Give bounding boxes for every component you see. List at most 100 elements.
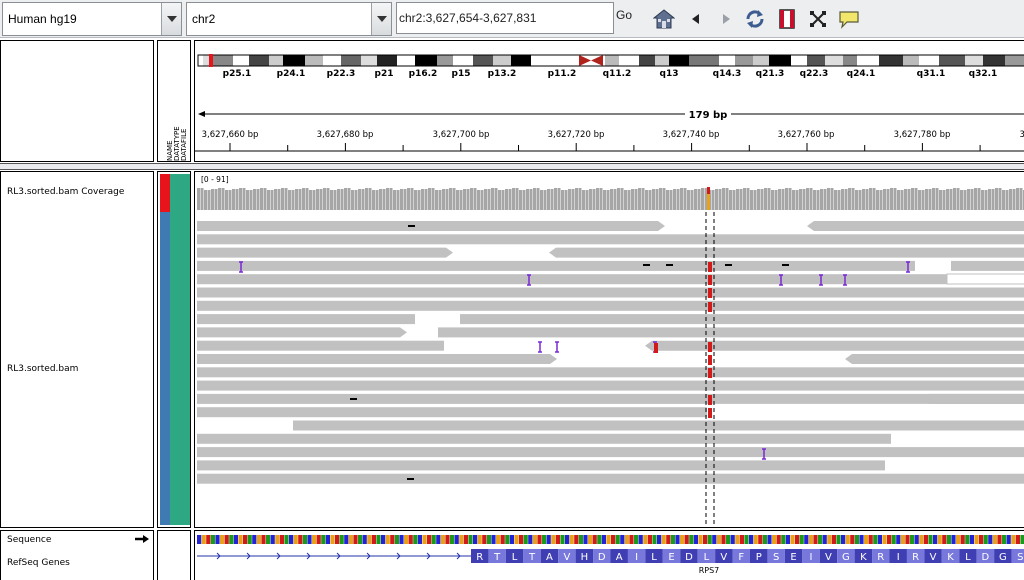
coverage-mismatch-bar[interactable]: [707, 187, 710, 210]
coverage-bar[interactable]: [648, 190, 652, 210]
sequence-base[interactable]: [261, 535, 266, 544]
coverage-bar[interactable]: [295, 189, 298, 210]
coverage-bar[interactable]: [732, 190, 736, 210]
read-alignment[interactable]: [197, 327, 407, 338]
coverage-bar[interactable]: [540, 190, 543, 210]
coverage-bar[interactable]: [424, 189, 428, 210]
coverage-bar[interactable]: [260, 188, 263, 210]
coverage-bar[interactable]: [1019, 188, 1023, 210]
sequence-base[interactable]: [440, 535, 445, 544]
sequence-base[interactable]: [546, 535, 551, 544]
sequence-base[interactable]: [197, 535, 202, 544]
coverage-bar[interactable]: [291, 190, 295, 210]
ideogram-band[interactable]: [473, 55, 493, 66]
mismatch-base[interactable]: [708, 368, 712, 378]
sequence-base[interactable]: [983, 535, 988, 544]
coverage-bar[interactable]: [802, 189, 806, 210]
sequence-base[interactable]: [330, 535, 335, 544]
mismatch-base[interactable]: [708, 288, 712, 298]
ideogram-band[interactable]: [753, 55, 769, 66]
coverage-bar[interactable]: [998, 188, 1002, 210]
coverage-bar[interactable]: [200, 188, 204, 210]
sequence-base[interactable]: [868, 535, 873, 544]
coverage-bar[interactable]: [204, 190, 207, 210]
sequence-base[interactable]: [992, 535, 997, 544]
sequence-base[interactable]: [1006, 535, 1011, 544]
sequence-base[interactable]: [367, 535, 372, 544]
read-alignment[interactable]: [197, 247, 453, 258]
coverage-bar[interactable]: [904, 189, 907, 210]
sequence-base[interactable]: [905, 535, 910, 544]
attribute-header-name[interactable]: NAME: [166, 141, 174, 162]
coverage-bar[interactable]: [270, 190, 274, 210]
coverage-bar[interactable]: [613, 189, 617, 210]
coverage-bar[interactable]: [645, 190, 648, 210]
read-alignment[interactable]: [197, 473, 1024, 484]
coverage-bar[interactable]: [855, 190, 858, 210]
coverage-bar[interactable]: [949, 189, 953, 210]
coverage-bar[interactable]: [305, 188, 309, 210]
sequence-track-name[interactable]: Sequence: [7, 535, 52, 545]
coverage-bar[interactable]: [841, 189, 844, 210]
sequence-base[interactable]: [620, 535, 625, 544]
sequence-base[interactable]: [514, 535, 519, 544]
sequence-base[interactable]: [339, 535, 344, 544]
coverage-bar[interactable]: [536, 188, 540, 210]
coverage-bar[interactable]: [893, 188, 897, 210]
strand-arrow-icon[interactable]: [134, 534, 150, 544]
sequence-base[interactable]: [707, 535, 712, 544]
sequence-base[interactable]: [321, 535, 326, 544]
sequence-base[interactable]: [565, 535, 570, 544]
sequence-base[interactable]: [509, 535, 514, 544]
read-alignment[interactable]: [197, 300, 1024, 311]
coverage-track-name[interactable]: RL3.sorted.bam Coverage: [7, 187, 125, 197]
sequence-base[interactable]: [256, 535, 261, 544]
coverage-bar[interactable]: [876, 190, 879, 210]
sequence-base[interactable]: [243, 535, 248, 544]
sequence-base[interactable]: [946, 535, 951, 544]
coverage-bar[interactable]: [263, 188, 267, 210]
coverage-bar[interactable]: [515, 188, 519, 210]
coverage-bar[interactable]: [354, 190, 358, 210]
read-alignment[interactable]: [197, 221, 665, 231]
amino-acid-block[interactable]: [662, 549, 681, 563]
coverage-bar[interactable]: [379, 189, 382, 210]
amino-acid-block[interactable]: [994, 549, 1012, 563]
sequence-base[interactable]: [670, 535, 675, 544]
sequence-base[interactable]: [427, 535, 432, 544]
region-of-interest-icon[interactable]: [776, 8, 798, 30]
coverage-bar[interactable]: [596, 188, 599, 210]
genome-dropdown[interactable]: Human hg19: [2, 2, 182, 36]
sequence-base[interactable]: [675, 535, 680, 544]
coverage-bar[interactable]: [207, 190, 211, 210]
amino-acid-block[interactable]: [471, 549, 489, 563]
coverage-bar[interactable]: [256, 189, 260, 210]
coverage-bar[interactable]: [813, 190, 816, 210]
coverage-bar[interactable]: [197, 188, 200, 210]
coverage-bar[interactable]: [627, 190, 631, 210]
sequence-base[interactable]: [767, 535, 772, 544]
ideogram-band[interactable]: [605, 55, 619, 66]
coverage-bar[interactable]: [480, 190, 484, 210]
gene-name-label[interactable]: RPS7: [699, 566, 720, 575]
coverage-bar[interactable]: [634, 189, 638, 210]
mismatch-base[interactable]: [708, 302, 712, 312]
locus-input[interactable]: chr2:3,627,654-3,627,831: [396, 2, 614, 34]
coverage-bar[interactable]: [984, 190, 988, 210]
deletion-mark[interactable]: [350, 398, 357, 400]
chromosome-dropdown[interactable]: chr2: [186, 2, 392, 36]
sequence-base[interactable]: [312, 535, 317, 544]
coverage-bar[interactable]: [522, 190, 526, 210]
amino-acid-block[interactable]: [680, 549, 698, 563]
amino-acid-block[interactable]: [488, 549, 506, 563]
sequence-base[interactable]: [896, 535, 901, 544]
coverage-bar[interactable]: [529, 189, 533, 210]
coverage-bar[interactable]: [715, 189, 718, 210]
sequence-base[interactable]: [799, 535, 804, 544]
read-alignment[interactable]: [197, 367, 1024, 378]
coverage-bar[interactable]: [925, 189, 928, 210]
coverage-bar[interactable]: [358, 189, 361, 210]
coverage-bar[interactable]: [435, 190, 438, 210]
ideogram-band[interactable]: [619, 55, 639, 66]
